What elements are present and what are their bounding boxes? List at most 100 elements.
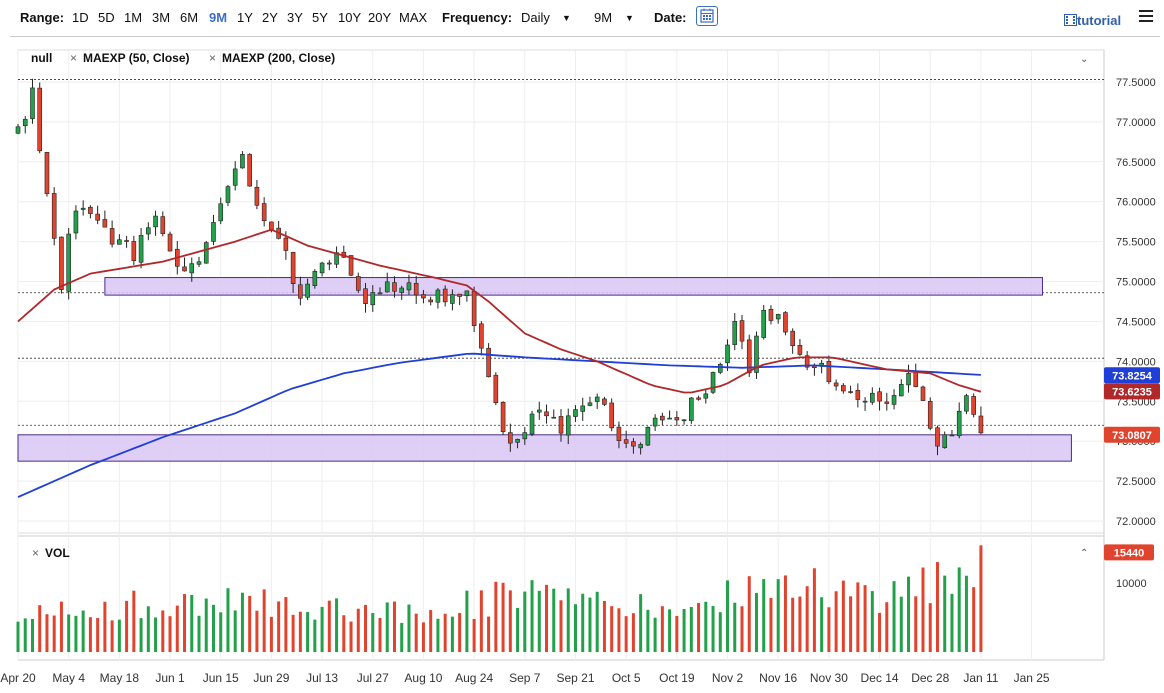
candle-up	[703, 393, 709, 399]
volume-bar	[154, 617, 158, 652]
range-button-9m[interactable]: 9M	[209, 10, 228, 25]
frequency-select[interactable]: Daily	[521, 10, 550, 25]
volume-bar	[964, 575, 968, 652]
candle-up	[319, 262, 325, 274]
candle-down	[833, 382, 839, 387]
tutorial-link[interactable]: tutorial	[1064, 13, 1121, 28]
volume-bar	[487, 616, 491, 652]
volume-bar	[45, 614, 49, 652]
candle-up	[580, 405, 586, 412]
candle-down	[739, 320, 745, 342]
candle-up	[450, 294, 455, 304]
volume-bar	[313, 619, 317, 652]
period-select[interactable]: 9M	[594, 10, 613, 25]
chevron-up-icon[interactable]: ⌃	[1080, 548, 1089, 559]
volume-tick-label: 10000	[1116, 578, 1147, 590]
support-resistance-zone	[104, 277, 1043, 296]
volume-bar	[494, 581, 498, 652]
candle-up	[153, 215, 158, 228]
volume-bar	[421, 622, 425, 652]
price-tick-label: 74.0000	[1116, 356, 1156, 368]
time-tick-label: Aug 10	[404, 671, 442, 685]
date-label: Date:	[654, 10, 687, 25]
candle-down	[500, 401, 506, 433]
time-tick-label: Nov 30	[810, 671, 848, 685]
volume-bar	[371, 613, 375, 652]
candle-down	[167, 233, 173, 252]
frequency-chevron-down-icon[interactable]: ▼	[562, 13, 571, 23]
candle-down	[44, 152, 50, 194]
range-button-20y[interactable]: 20Y	[368, 10, 392, 25]
volume-bar	[262, 589, 266, 652]
volume-bar	[132, 590, 136, 652]
time-tick-label: Oct 5	[612, 671, 641, 685]
volume-bar	[516, 607, 520, 652]
volume-bar	[204, 598, 208, 652]
chevron-down-icon[interactable]: ⌄	[1080, 54, 1089, 65]
remove-ma200-icon[interactable]: ×	[209, 51, 217, 65]
volume-bar	[269, 616, 273, 652]
volume-bar	[479, 590, 483, 652]
candle-up	[710, 372, 716, 393]
candle-up	[406, 282, 412, 291]
candle-up	[964, 395, 969, 412]
volume-bar	[59, 601, 63, 652]
hamburger-menu-icon[interactable]	[1139, 10, 1153, 25]
range-button-3y[interactable]: 3Y	[287, 10, 303, 25]
volume-bar	[552, 588, 556, 652]
candle-down	[486, 347, 491, 378]
volume-bar	[805, 586, 809, 652]
candle-up	[211, 222, 216, 242]
volume-bar	[885, 602, 889, 652]
range-button-max[interactable]: MAX	[399, 10, 428, 25]
volume-bar	[646, 609, 650, 652]
remove-ma50-icon[interactable]: ×	[70, 51, 78, 65]
volume-bar	[327, 600, 331, 652]
volume-bar	[110, 620, 114, 652]
volume-bar	[921, 567, 925, 652]
candle-up	[146, 227, 151, 235]
candle-down	[348, 255, 354, 276]
range-button-3m[interactable]: 3M	[152, 10, 171, 25]
candle-down	[254, 186, 260, 206]
candle-up	[529, 413, 535, 435]
range-button-10y[interactable]: 10Y	[338, 10, 362, 25]
range-button-5y[interactable]: 5Y	[312, 10, 328, 25]
period-chevron-down-icon[interactable]: ▼	[625, 13, 634, 23]
remove-volume-icon[interactable]: ×	[32, 546, 40, 560]
range-button-6m[interactable]: 6M	[180, 10, 199, 25]
candle-up	[949, 434, 955, 437]
candle-down	[804, 355, 810, 368]
candle-up	[942, 434, 948, 449]
candle-up	[898, 384, 904, 397]
candle-down	[884, 401, 890, 404]
calendar-icon[interactable]	[696, 6, 718, 26]
range-button-1d[interactable]: 1D	[72, 10, 89, 25]
price-tick-label: 72.0000	[1116, 516, 1156, 528]
range-button-1y[interactable]: 1Y	[237, 10, 253, 25]
volume-bar	[96, 617, 100, 652]
volume-bar	[356, 608, 360, 652]
candle-up	[652, 417, 658, 427]
volume-bar	[566, 588, 570, 652]
volume-bar	[277, 601, 281, 652]
time-tick-label: Jul 13	[306, 671, 338, 685]
volume-bar	[653, 617, 657, 652]
range-button-2y[interactable]: 2Y	[262, 10, 278, 25]
volume-bar	[660, 606, 664, 652]
candle-down	[935, 427, 940, 447]
range-button-1m[interactable]: 1M	[124, 10, 143, 25]
range-button-5d[interactable]: 5D	[98, 10, 115, 25]
volume-bar	[183, 594, 187, 652]
price-tick-label: 77.0000	[1116, 117, 1156, 129]
candle-down	[971, 396, 976, 415]
candle-down	[660, 415, 665, 421]
volume-bar	[588, 597, 592, 652]
volume-bar	[349, 621, 353, 652]
frequency-label: Frequency:	[442, 10, 513, 25]
volume-bar	[581, 593, 585, 652]
candle-up	[370, 292, 376, 306]
volume-bar	[414, 613, 418, 652]
price-tick-label: 72.5000	[1116, 476, 1156, 488]
